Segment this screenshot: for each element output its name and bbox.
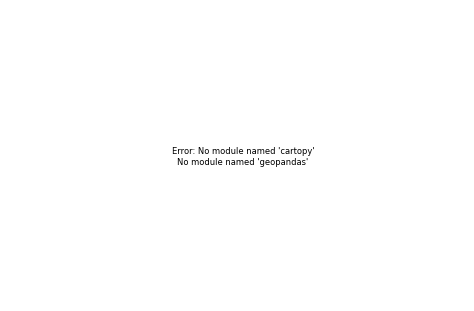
Text: Error: No module named 'cartopy'
No module named 'geopandas': Error: No module named 'cartopy' No modu… [172,147,314,167]
